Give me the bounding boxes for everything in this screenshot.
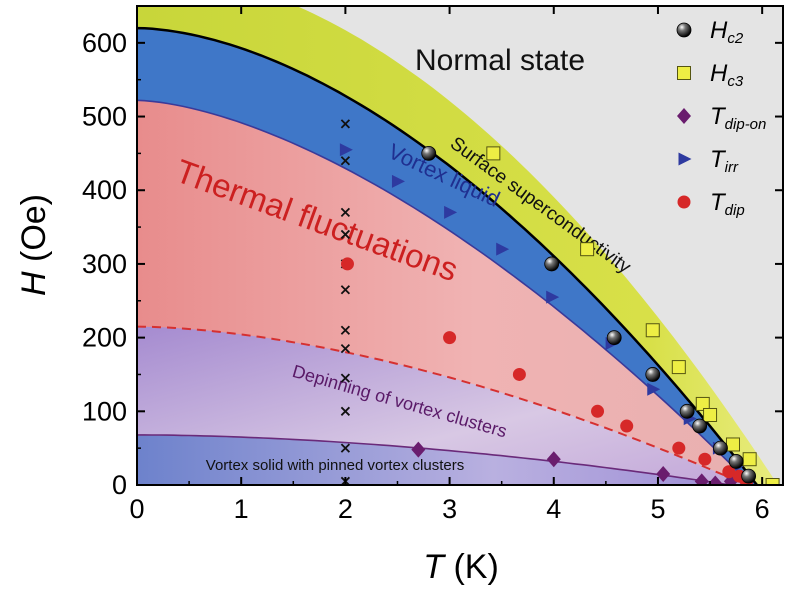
h-c2-point-8 bbox=[741, 468, 757, 484]
x-axis-symbol: T bbox=[423, 548, 446, 586]
y-tick-label-100: 100 bbox=[82, 396, 127, 426]
h-c3-point-1 bbox=[580, 242, 595, 257]
probe-point-5 bbox=[340, 285, 351, 295]
t-dip-point-1 bbox=[443, 331, 457, 345]
t-dip-point-6 bbox=[698, 452, 712, 466]
h-c3-point-5 bbox=[703, 407, 718, 422]
probe-point-7 bbox=[340, 344, 351, 354]
t-dip-on-point-1 bbox=[546, 451, 561, 468]
tdipon-boundary-line bbox=[137, 434, 732, 485]
phase-regions bbox=[137, 6, 783, 485]
h-c3-point-4 bbox=[695, 396, 710, 411]
t-dip-on-point-4 bbox=[708, 475, 723, 485]
t-dip-point-5 bbox=[672, 441, 686, 455]
x-tick-label-0: 0 bbox=[129, 494, 144, 524]
h-c3-point-2 bbox=[645, 323, 660, 338]
legend-label-h-c3: Hc3 bbox=[710, 60, 744, 90]
t-dip-point-3 bbox=[591, 404, 605, 418]
axes: 0 1 2 3 4 5 6 0 100 200 300 400 500 600 bbox=[82, 5, 784, 524]
legend-label-t-dip-on: Tdip-on bbox=[710, 103, 766, 133]
legend-label-t-irr: Tirr bbox=[710, 146, 739, 176]
h-c3-point-7 bbox=[742, 452, 757, 467]
legend-marker-h-c2 bbox=[676, 22, 692, 38]
y-tick-label-600: 600 bbox=[82, 28, 127, 58]
h-c3-point-6 bbox=[725, 437, 740, 452]
y-tick-label-400: 400 bbox=[82, 175, 127, 205]
probe-point-8 bbox=[340, 373, 351, 383]
y-axis-unit: (Oe) bbox=[15, 194, 53, 271]
y-tick-label-200: 200 bbox=[82, 323, 127, 353]
t-dip-on-point-0 bbox=[411, 441, 426, 458]
probe-point-3 bbox=[340, 229, 351, 240]
hc2-boundary-line bbox=[137, 26, 758, 485]
t-irr-point-3 bbox=[496, 242, 510, 256]
x-tick-label-3: 3 bbox=[442, 494, 457, 524]
h-c3-point-0 bbox=[486, 146, 501, 161]
h-c2-point-6 bbox=[713, 440, 728, 456]
h-c2-point-4 bbox=[679, 403, 695, 419]
h-c2-point-1 bbox=[544, 256, 560, 272]
probe-point-2 bbox=[340, 207, 351, 217]
y-tick-label-500: 500 bbox=[82, 102, 127, 132]
x-tick-label-4: 4 bbox=[546, 494, 561, 524]
data-markers bbox=[339, 119, 780, 485]
region-solid bbox=[137, 434, 731, 485]
x-tick-label-6: 6 bbox=[755, 494, 770, 524]
t-dip-point-2 bbox=[512, 367, 526, 381]
legend-marker-t-irr bbox=[678, 152, 692, 166]
x-axis-unit: (K) bbox=[444, 548, 499, 586]
t-irr-point-2 bbox=[444, 205, 458, 219]
t-irr-point-1 bbox=[391, 174, 405, 188]
h-c2-point-5 bbox=[692, 418, 708, 434]
y-axis-symbol: H bbox=[15, 271, 53, 296]
h-c2-point-3 bbox=[645, 367, 661, 382]
t-dip-on-point-3 bbox=[694, 473, 709, 485]
x-axis-title: T (K) bbox=[423, 548, 499, 586]
t-irr-point-4 bbox=[546, 290, 560, 304]
h-c3-point-3 bbox=[671, 360, 686, 375]
t-dip-on-point-2 bbox=[656, 465, 671, 482]
h-c2-point-0 bbox=[421, 145, 437, 161]
legend-label-t-dip: Tdip bbox=[710, 189, 745, 219]
legend: Hc2 Hc3 Tdip-on Tirr Tdip bbox=[676, 17, 766, 219]
plot-frame bbox=[136, 5, 784, 486]
t-dip-point-7 bbox=[722, 465, 736, 479]
x-tick-label-5: 5 bbox=[650, 494, 665, 524]
h-c3-point-8 bbox=[765, 478, 780, 485]
t-irr-point-0 bbox=[339, 143, 353, 157]
t-dip-point-4 bbox=[620, 419, 634, 433]
probe-point-9 bbox=[340, 406, 351, 416]
region-label-solid: Vortex solid with pinned vortex clusters bbox=[206, 457, 464, 474]
probe-point-1 bbox=[340, 156, 351, 166]
legend-marker-t-dip-on bbox=[677, 108, 691, 124]
probe-point-0 bbox=[340, 119, 351, 129]
t-dip-point-0 bbox=[340, 257, 354, 271]
legend-marker-h-c3 bbox=[677, 66, 691, 80]
y-tick-label-0: 0 bbox=[112, 470, 127, 500]
probe-point-6 bbox=[340, 325, 351, 335]
h-c2-point-7 bbox=[728, 454, 744, 469]
y-axis-title: H (Oe) bbox=[15, 194, 53, 296]
probe-point-10 bbox=[340, 443, 351, 453]
legend-label-h-c2: Hc2 bbox=[710, 17, 744, 47]
x-tick-label-1: 1 bbox=[234, 494, 249, 524]
x-tick-label-2: 2 bbox=[338, 494, 353, 524]
h-c2-point-2 bbox=[606, 330, 622, 346]
axis-titles: T (K) H (Oe) bbox=[15, 194, 499, 586]
t-irr-point-6 bbox=[647, 382, 661, 396]
region-label-normal: Normal state bbox=[415, 44, 585, 77]
y-tick-label-300: 300 bbox=[82, 249, 127, 279]
t-dip-on-point-5 bbox=[723, 473, 738, 485]
legend-marker-t-dip bbox=[677, 195, 691, 209]
